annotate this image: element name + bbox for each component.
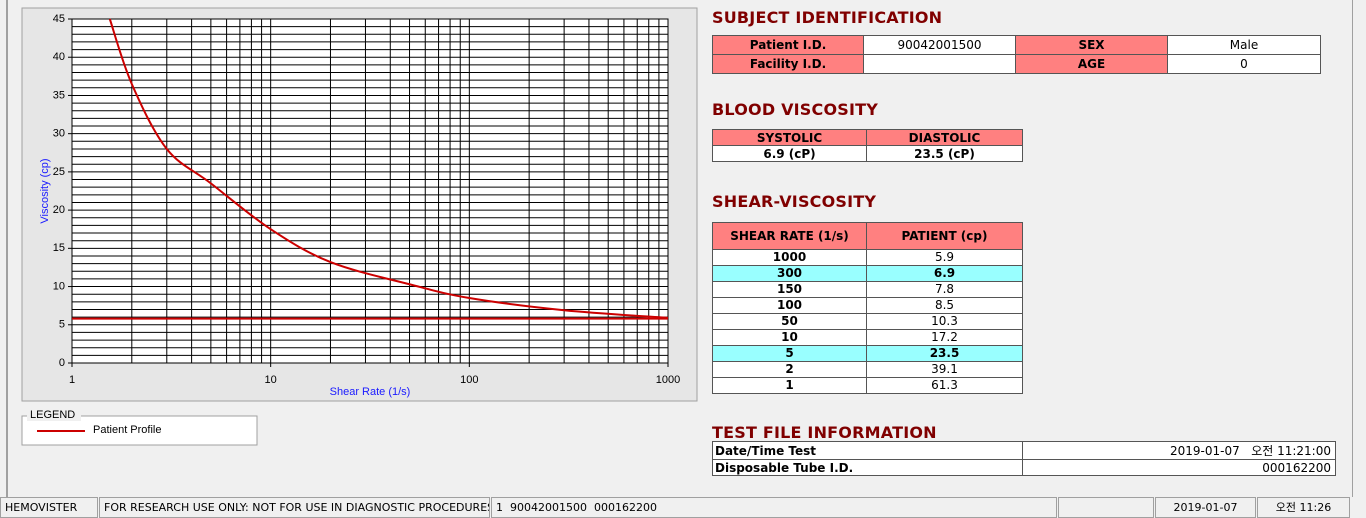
- field-value: [863, 54, 1016, 74]
- cell: 7.8: [866, 281, 1023, 298]
- legend-label: Patient Profile: [93, 424, 161, 436]
- series-line: [108, 18, 669, 319]
- section-title: TEST FILE INFORMATION: [712, 423, 937, 442]
- status-empty: [1058, 497, 1154, 518]
- subject-table: Patient I.D. 90042001500 SEX Male Facility …: [712, 35, 1321, 74]
- y-axis-label: Viscosity (cp): [39, 158, 51, 223]
- field-value: Male: [1167, 35, 1321, 55]
- y-tick-label: 35: [53, 89, 65, 101]
- cell: 50: [712, 313, 867, 330]
- legend-title: LEGEND: [30, 409, 75, 421]
- field-label: Disposable Tube I.D.: [712, 459, 1023, 476]
- cell: 6.9: [866, 265, 1023, 282]
- status-record: 1 90042001500 000162200: [491, 497, 1057, 518]
- y-tick-label: 15: [53, 242, 65, 254]
- plot-area: [72, 19, 668, 363]
- y-tick-label: 30: [53, 128, 65, 140]
- y-tick-label: 10: [53, 280, 65, 292]
- y-tick-label: 0: [59, 357, 65, 369]
- field-value: 90042001500: [863, 35, 1016, 55]
- field-value: 000162200: [1022, 459, 1336, 476]
- cell: 39.1: [866, 361, 1023, 378]
- field-value: 2019-01-07 오전 11:21:00: [1022, 441, 1336, 460]
- cell: 6.9 (cP): [712, 145, 867, 162]
- cell: 10.3: [866, 313, 1023, 330]
- x-tick-label: 10: [265, 374, 277, 386]
- cell: 100: [712, 297, 867, 314]
- x-tick-label: 1: [69, 374, 75, 386]
- cell: 23.5: [866, 345, 1023, 362]
- status-time: 오전 11:26: [1257, 497, 1350, 518]
- section-title: BLOOD VISCOSITY: [712, 100, 879, 119]
- status-notice: FOR RESEARCH USE ONLY: NOT FOR USE IN DI…: [99, 497, 490, 518]
- cell: 5.9: [866, 249, 1023, 266]
- section-title: SUBJECT IDENTIFICATION: [712, 8, 943, 27]
- field-label: Patient I.D.: [712, 35, 864, 55]
- cell: 150: [712, 281, 867, 298]
- cell: 23.5 (cP): [866, 145, 1023, 162]
- x-tick-label: 1000: [656, 374, 680, 386]
- cell: 1000: [712, 249, 867, 266]
- y-tick-label: 5: [59, 319, 65, 331]
- cell: 10: [712, 329, 867, 346]
- status-app: HEMOVISTER: [0, 497, 98, 518]
- plot-border: [71, 18, 669, 364]
- field-label: AGE: [1015, 54, 1168, 74]
- column-header: PATIENT (cp): [866, 222, 1023, 250]
- y-tick-label: 45: [53, 13, 65, 25]
- field-label: Date/Time Test: [712, 441, 1023, 460]
- column-header: SHEAR RATE (1/s): [712, 222, 867, 250]
- field-value: 0: [1167, 54, 1321, 74]
- y-tick-label: 20: [53, 204, 65, 216]
- cell: 17.2: [866, 329, 1023, 346]
- cell: 5: [712, 345, 867, 362]
- cell: 8.5: [866, 297, 1023, 314]
- y-tick-label: 25: [53, 166, 65, 178]
- section-title: SHEAR-VISCOSITY: [712, 192, 877, 211]
- cell: 61.3: [866, 377, 1023, 394]
- chart: Viscosity (cp) Shear Rate (1/s) LEGEND 0…: [21, 7, 698, 446]
- window-border: [1352, 0, 1353, 497]
- cell: 2: [712, 361, 867, 378]
- legend-title-bg: [27, 409, 81, 421]
- field-label: SEX: [1015, 35, 1168, 55]
- window-border: [6, 0, 8, 497]
- test-file-table: Date/Time Test 2019-01-07 오전 11:21:00 Dis…: [712, 441, 1336, 476]
- field-label: Facility I.D.: [712, 54, 864, 74]
- cell: 1: [712, 377, 867, 394]
- blood-table: SYSTOLIC DIASTOLIC 6.9 (cP) 23.5 (cP): [712, 129, 1023, 162]
- x-tick-label: 100: [460, 374, 478, 386]
- column-header: DIASTOLIC: [866, 129, 1023, 146]
- status-date: 2019-01-07: [1155, 497, 1256, 518]
- y-tick-label: 40: [53, 51, 65, 63]
- column-header: SYSTOLIC: [712, 129, 867, 146]
- cell: 300: [712, 265, 867, 282]
- x-axis-label: Shear Rate (1/s): [330, 386, 411, 398]
- shear-table: SHEAR RATE (1/s) PATIENT (cp) 1000 5.9 300 6…: [712, 222, 1023, 394]
